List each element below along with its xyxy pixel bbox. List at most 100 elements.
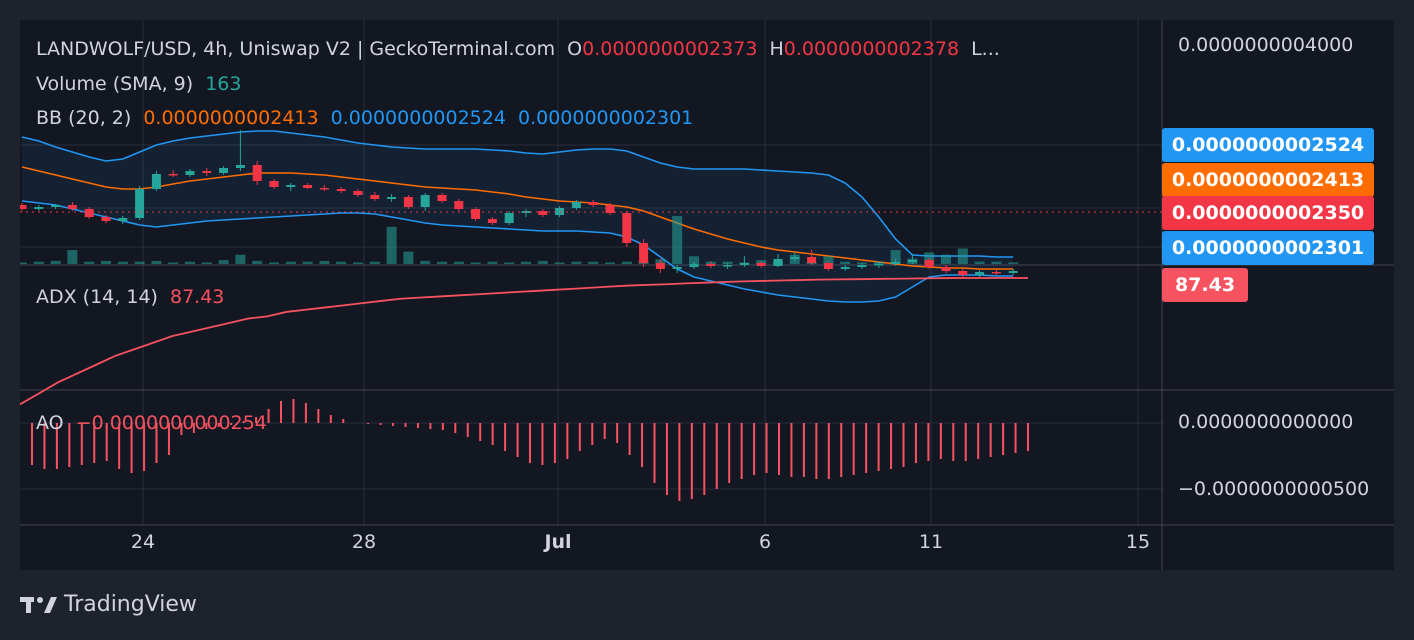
- candle-body: [857, 265, 867, 267]
- volume-bar: [453, 261, 464, 264]
- candle-body: [269, 181, 279, 187]
- volume-bar: [134, 261, 145, 264]
- candle-body: [639, 243, 649, 263]
- candle-body: [504, 213, 514, 223]
- symbol-legend: LANDWOLF/USD, 4h, Uniswap V2 | GeckoTerm…: [36, 38, 1006, 60]
- volume-bar: [991, 261, 1002, 264]
- candle-body: [571, 202, 581, 208]
- volume-value: 163: [205, 73, 242, 95]
- candle-body: [756, 263, 766, 266]
- volume-bar: [521, 261, 531, 264]
- candle-body: [471, 209, 481, 219]
- candle-body: [370, 195, 380, 199]
- volume-bar: [168, 262, 179, 264]
- bb-mid-value: 0.0000000002413: [143, 107, 319, 129]
- candle-body: [336, 189, 346, 191]
- bb-lower-value: 0.0000000002301: [517, 107, 694, 129]
- candle-body: [706, 264, 716, 266]
- bb-legend: BB (20, 2) 0.0000000002413 0.00000000025…: [36, 107, 699, 129]
- candle-body: [907, 260, 917, 262]
- last-price-badge: 0.0000000002350: [1162, 196, 1374, 230]
- volume-bar: [890, 250, 901, 264]
- volume-bar: [20, 262, 27, 264]
- candle-body: [219, 168, 229, 173]
- volume-bar: [420, 260, 431, 264]
- volume-bar: [50, 260, 61, 264]
- bollinger-band-fill: [22, 131, 1014, 302]
- candle-body: [840, 267, 850, 269]
- volume-bar: [269, 262, 279, 264]
- time-label-28: 28: [351, 531, 377, 553]
- candle-body: [689, 264, 699, 267]
- volume-bar: [504, 262, 515, 264]
- candle-body: [487, 219, 497, 223]
- volume-bar: [957, 248, 968, 264]
- candle-body: [135, 189, 145, 218]
- candle-body: [975, 272, 985, 275]
- candle-body: [353, 191, 363, 195]
- volume-bar: [1008, 262, 1019, 264]
- candle-body: [202, 171, 212, 173]
- volume-bar: [621, 261, 632, 264]
- candle-body: [672, 267, 682, 269]
- candle-body: [420, 195, 430, 207]
- volume-bar: [672, 216, 683, 264]
- ao-value: −0.0000000000254: [75, 412, 267, 434]
- volume-bar: [67, 250, 78, 264]
- bollinger-middle-line: [21, 166, 1014, 270]
- candle-body: [823, 263, 833, 269]
- candle-body: [655, 263, 665, 269]
- candle-body: [118, 218, 128, 221]
- volume-bar: [218, 260, 229, 264]
- ao-axis-neg-label: −0.0000000000500: [1178, 478, 1370, 500]
- bb-upper-value: 0.0000000002524: [330, 107, 506, 129]
- candle-body: [874, 264, 884, 266]
- volume-bar: [302, 261, 313, 264]
- brand-name: TradingView: [64, 592, 197, 617]
- candle-body: [387, 197, 397, 199]
- legend-more[interactable]: L...: [971, 38, 1000, 60]
- ohlc-high-label: H: [769, 38, 784, 60]
- candle-body: [941, 267, 951, 271]
- volume-label: Volume (SMA, 9): [36, 73, 194, 95]
- time-label-6: 6: [758, 531, 772, 553]
- time-label-11: 11: [918, 531, 944, 553]
- volume-bar: [151, 260, 162, 264]
- time-label-15: 15: [1125, 531, 1151, 553]
- candle-body: [168, 174, 178, 176]
- candle-body: [101, 217, 111, 221]
- volume-bar: [33, 261, 44, 264]
- volume-bar: [386, 226, 397, 264]
- bb-label: BB (20, 2): [36, 107, 132, 129]
- volume-bar: [823, 256, 834, 264]
- candle-body: [891, 262, 901, 264]
- candle-body: [252, 165, 262, 181]
- volume-bar: [403, 251, 414, 264]
- volume-bar: [235, 254, 246, 264]
- time-label-jul: Jul: [544, 531, 572, 553]
- candle-body: [67, 205, 77, 209]
- candle-body: [454, 201, 464, 209]
- volume-bar: [369, 261, 380, 264]
- volume-bar: [537, 260, 548, 264]
- volume-bar: [84, 261, 95, 264]
- chart-canvas[interactable]: [20, 20, 1394, 570]
- candle-body: [403, 197, 413, 207]
- adx-label: ADX (14, 14): [36, 286, 158, 308]
- candle-body: [991, 272, 1001, 274]
- ao-axis-zero-label: 0.0000000000000: [1178, 411, 1354, 433]
- candle-body: [555, 208, 565, 215]
- candle-body: [622, 213, 632, 243]
- symbol-title: LANDWOLF/USD, 4h, Uniswap V2 | GeckoTerm…: [36, 38, 556, 60]
- candle-body: [807, 257, 817, 263]
- candle-body: [588, 202, 598, 205]
- candle-body: [739, 263, 749, 265]
- ao-legend: AO −0.0000000000254: [36, 412, 273, 434]
- volume-bar: [840, 261, 851, 264]
- tradingview-brand[interactable]: TradingView: [20, 592, 197, 617]
- volume-legend: Volume (SMA, 9) 163: [36, 73, 247, 95]
- adx-badge: 87.43: [1162, 268, 1248, 302]
- time-label-24: 24: [130, 531, 156, 553]
- candle-body: [286, 185, 296, 187]
- candle-body: [605, 205, 615, 213]
